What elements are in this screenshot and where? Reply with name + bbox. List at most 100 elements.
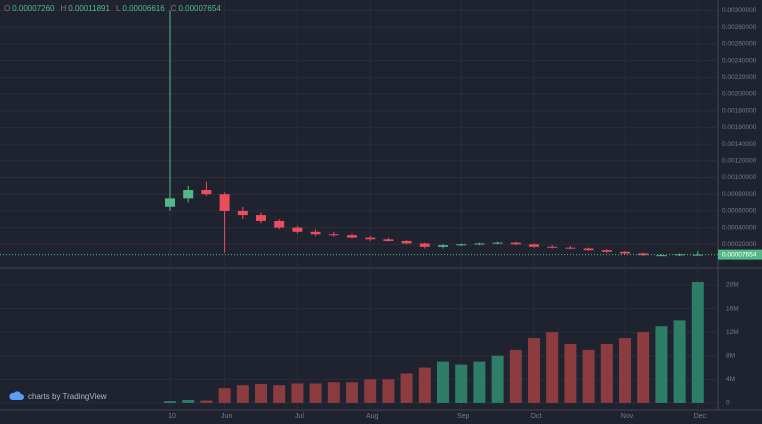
volume-bar <box>400 373 413 403</box>
y2-tick-label: 12M <box>726 329 739 336</box>
x-tick-label: Jun <box>221 413 232 420</box>
volume-bar <box>382 379 395 403</box>
watermark-text: charts by TradingView <box>28 392 107 401</box>
volume-bar <box>364 379 377 403</box>
volume-bar <box>582 349 595 403</box>
y-tick-label: 0.00240000 <box>722 57 757 64</box>
candle-body <box>692 254 703 256</box>
y-tick-label: 0.00160000 <box>722 124 757 131</box>
y-tick-label: 0.00220000 <box>722 74 757 81</box>
y-tick-label: 0.00180000 <box>722 107 757 114</box>
volume-bar <box>291 383 304 403</box>
candle-body <box>638 253 649 256</box>
watermark-icon <box>9 391 24 400</box>
y2-tick-label: 4M <box>726 376 735 383</box>
ohlc-value: 0.00006616 <box>122 4 165 13</box>
volume-bar <box>236 385 249 403</box>
volume-bar <box>418 367 431 403</box>
ohlc-key: C <box>171 4 177 13</box>
x-tick-label: Sep <box>457 413 470 420</box>
y-tick-label: 0.00100000 <box>722 174 757 181</box>
y-tick-label: 0.00300000 <box>722 7 757 14</box>
volume-bar <box>691 282 704 403</box>
x-tick-label: Jul <box>295 413 304 420</box>
volume-bar <box>509 349 522 403</box>
volume-bar <box>455 364 468 403</box>
volume-bar <box>273 385 286 403</box>
candle-body <box>565 247 576 249</box>
candle-body <box>165 198 175 207</box>
volume-bar <box>673 320 686 403</box>
candle-body <box>201 190 212 195</box>
volume-bar <box>309 383 322 403</box>
candle-body <box>656 255 667 257</box>
volume-bar <box>655 326 668 403</box>
y-tick-label: 0.00280000 <box>722 24 757 31</box>
candle-body <box>601 250 612 252</box>
x-tick-label: Nov <box>621 413 634 420</box>
candle-body <box>310 231 321 235</box>
volume-bar <box>200 400 213 403</box>
y-tick-label: 0.00080000 <box>722 191 757 198</box>
candle-body <box>256 215 266 221</box>
volume-bar <box>164 401 176 403</box>
volume-bar <box>218 388 231 403</box>
candle-body <box>183 190 194 199</box>
candle-body <box>383 239 394 241</box>
y2-tick-label: 20M <box>726 282 739 289</box>
candle-body <box>474 243 485 245</box>
candle-body <box>347 235 357 238</box>
candle-body <box>365 237 376 240</box>
candle-body <box>328 234 339 236</box>
y-tick-label: 0.00020000 <box>722 241 757 248</box>
watermark[interactable]: charts by TradingView <box>9 391 107 401</box>
volume-bar <box>491 355 504 403</box>
y-tick-label: 0.00200000 <box>722 91 757 98</box>
volume-bar <box>346 382 358 403</box>
x-tick-label: Oct <box>531 413 542 420</box>
ohlc-value: 0.00011891 <box>68 4 110 13</box>
volume-bar <box>546 332 559 403</box>
candle-body <box>529 244 539 247</box>
ohlc-key: L <box>116 4 121 13</box>
x-tick-label: Aug <box>366 413 379 420</box>
candle-body <box>438 245 448 247</box>
candle-body <box>237 210 248 216</box>
y2-tick-label: 16M <box>726 305 739 312</box>
candle-body <box>492 242 503 244</box>
volume-bar <box>600 343 613 403</box>
volume-bar <box>619 338 631 403</box>
volume-bar <box>437 361 449 403</box>
candle-body <box>583 248 594 251</box>
candle-body <box>547 246 558 248</box>
candle-body <box>292 227 303 232</box>
candle-body <box>456 244 467 246</box>
y2-tick-label: 8M <box>726 352 735 359</box>
last-price-label: 0.00007654 <box>722 251 757 258</box>
candle-body <box>401 240 412 244</box>
ohlc-value: 0.00007654 <box>178 4 221 13</box>
candle-body <box>274 220 285 228</box>
volume-bar <box>528 338 540 403</box>
x-tick-label: 10 <box>168 413 176 420</box>
y-tick-label: 0.00140000 <box>722 141 757 148</box>
ohlc-key: O <box>4 4 10 13</box>
x-tick-label: Dec <box>694 413 707 420</box>
volume-bar <box>182 399 195 403</box>
y-tick-label: 0.00060000 <box>722 208 757 215</box>
y-tick-label: 0.00040000 <box>722 224 757 231</box>
last-price-box <box>718 249 762 260</box>
ohlc-key: H <box>61 4 67 13</box>
candle-body <box>219 194 230 211</box>
candle-body <box>419 243 430 247</box>
candle-body <box>510 242 521 245</box>
volume-bar <box>473 361 486 403</box>
candle-body <box>674 254 685 256</box>
volume-bar <box>564 343 577 403</box>
volume-bar <box>255 384 267 403</box>
y-tick-label: 0.00120000 <box>722 158 757 165</box>
volume-bar <box>327 382 340 403</box>
